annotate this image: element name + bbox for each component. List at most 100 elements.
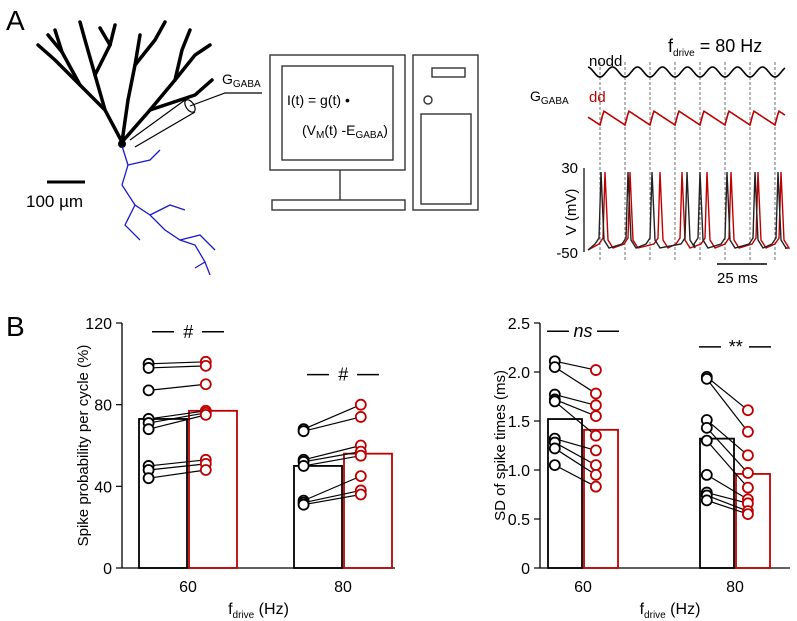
pair-line (706, 427, 749, 474)
pair-line (303, 493, 361, 506)
pair-line (148, 412, 206, 424)
data-point (700, 372, 713, 385)
pair-line (148, 410, 206, 420)
y-tick-label: 1.0 (508, 463, 530, 480)
conductance-label: GGABA (222, 71, 261, 90)
pair-line (303, 451, 361, 463)
data-point (742, 508, 754, 520)
neuron-dendrites (36, 20, 214, 144)
data-point (590, 387, 602, 400)
annotation: # (338, 365, 349, 385)
data-point (354, 398, 367, 411)
voltage-trace (587, 171, 791, 251)
data-point (142, 472, 155, 485)
bar (343, 452, 393, 569)
v-tick-label: 30 (561, 160, 578, 177)
data-point (590, 364, 602, 376)
v-axis-label: V (mV) (563, 189, 580, 236)
pair-line (554, 447, 597, 476)
data-point (548, 442, 561, 455)
pair-line (148, 383, 206, 391)
data-point (590, 459, 602, 472)
data-point (199, 408, 212, 421)
pair-line (554, 442, 597, 466)
traces (587, 62, 791, 262)
pair-line (706, 419, 749, 456)
data-point (354, 449, 367, 462)
pair-line (554, 398, 597, 417)
time-scale-label: 25 ms (717, 270, 758, 287)
pair-line (148, 361, 206, 365)
y-tick-label: 40 (94, 479, 112, 496)
x-tick-label: 80 (726, 579, 744, 596)
y-tick-label: 80 (94, 398, 112, 415)
conductance-trace (587, 110, 786, 127)
data-point (590, 468, 602, 481)
electrode (129, 92, 262, 148)
data-point (354, 411, 367, 423)
x-axis-label: fdrive (Hz) (640, 601, 701, 621)
pair-line (706, 491, 749, 504)
pair-line (303, 404, 362, 430)
bar (293, 465, 343, 569)
pair-line (554, 360, 597, 371)
y-axis-label: SD of spike times (ms) (492, 370, 509, 521)
v-tick-label: -50 (556, 245, 578, 262)
data-point (590, 444, 602, 457)
data-point (142, 423, 155, 436)
x-tick-label: 80 (334, 579, 352, 596)
x-axis-label-part: f (228, 601, 233, 618)
data-point (297, 425, 310, 438)
equation: (VM(t) -EGABA) (302, 122, 388, 141)
x-axis-label: fdrive (Hz) (228, 601, 289, 621)
data-point (742, 404, 754, 417)
annotation: ns (573, 321, 592, 341)
pair-line (706, 494, 749, 512)
pair-line (303, 475, 362, 502)
data-point (700, 468, 713, 481)
pair-line (148, 459, 206, 467)
equation: I(t) = g(t) • (287, 92, 350, 108)
y-tick-label: 0 (103, 561, 112, 578)
pair-line (706, 499, 749, 515)
data-point (590, 429, 602, 442)
data-point (548, 459, 561, 472)
panel-label: B (6, 311, 25, 342)
y-tick-label: 0 (521, 561, 530, 578)
data-point (548, 361, 561, 374)
panel-label: A (6, 5, 25, 36)
pair-line (303, 489, 361, 504)
data-point (199, 359, 212, 372)
pair-line (554, 438, 597, 451)
data-point (700, 421, 713, 434)
data-point (297, 460, 310, 472)
y-tick-label: 1.5 (508, 414, 530, 431)
pair-line (706, 474, 749, 500)
x-tick-label: 60 (574, 579, 592, 596)
bar (188, 409, 238, 569)
data-point (297, 498, 310, 511)
pair-line (554, 366, 597, 395)
trace-label: dd (589, 89, 606, 106)
x-axis-label-part: (Hz) (254, 601, 289, 618)
y-axis-label: Spike probability per cycle (%) (75, 345, 92, 547)
data-point (742, 425, 754, 438)
scale-label: 100 µm (26, 192, 83, 211)
x-axis-label-part: drive (233, 610, 255, 621)
pair-line (706, 440, 749, 489)
pair-line (706, 378, 749, 433)
data-point (742, 467, 754, 479)
pair-line (303, 444, 361, 461)
data-point (590, 410, 602, 423)
bar (138, 418, 188, 569)
voltage-trace (587, 171, 788, 251)
x-axis-label-part: drive (644, 610, 666, 621)
trace-label: nodd (589, 53, 622, 70)
bar (583, 428, 619, 569)
x-axis-label-part: f (640, 601, 645, 618)
pair-line (148, 469, 206, 479)
pair-line (554, 393, 597, 406)
data-point (142, 362, 155, 374)
data-point (199, 464, 212, 476)
